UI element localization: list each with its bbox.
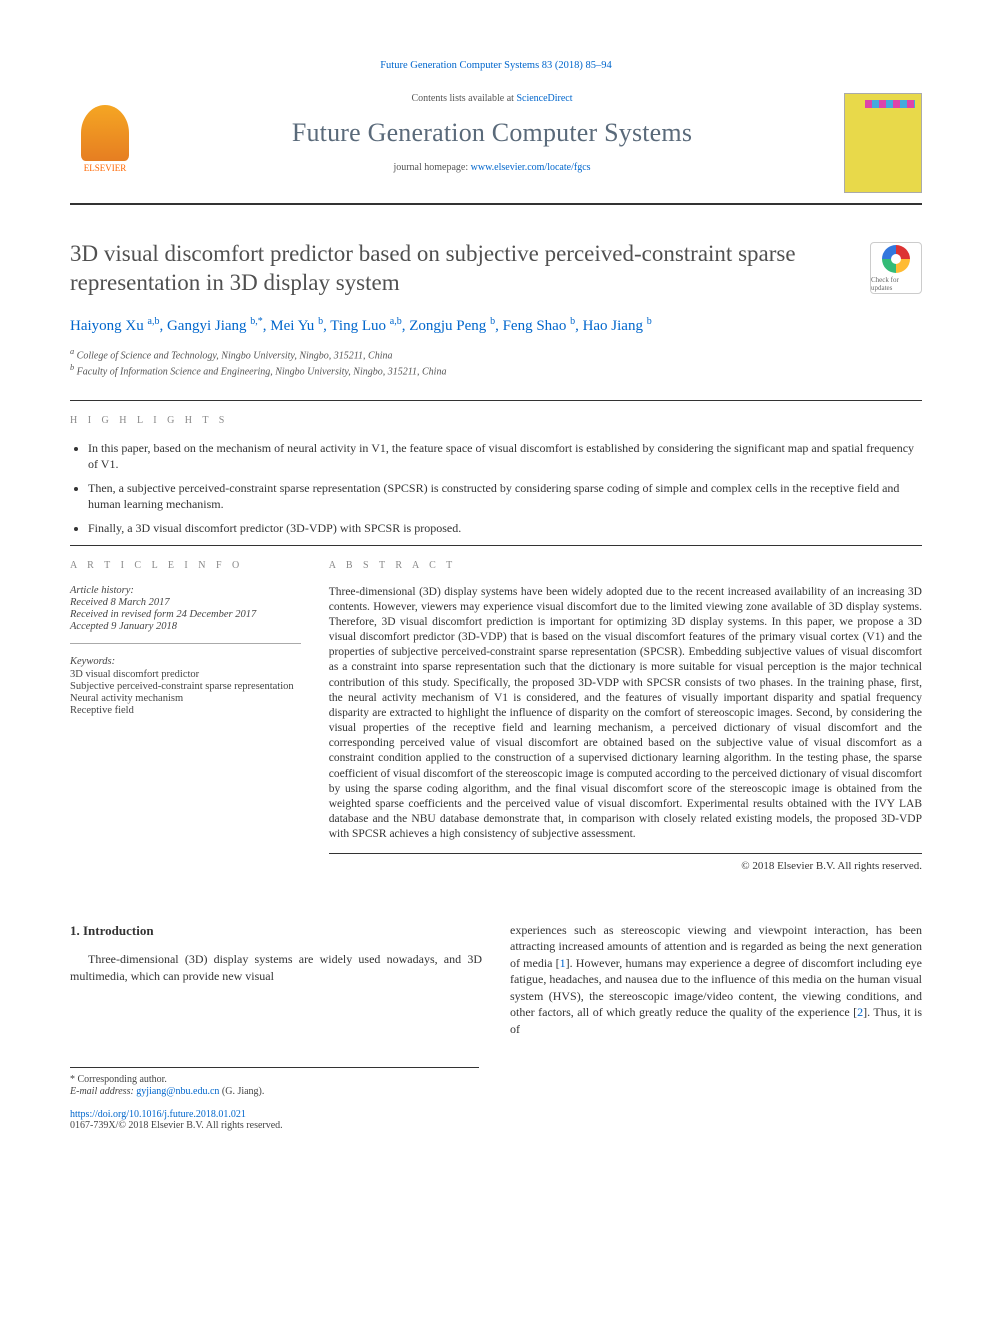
- journal-name: Future Generation Computer Systems: [152, 118, 832, 148]
- cite-2[interactable]: 2: [857, 1005, 863, 1019]
- history-line: Accepted 9 January 2018: [70, 621, 301, 632]
- elsevier-label: ELSEVIER: [84, 163, 127, 173]
- keywords-block: Keywords: 3D visual discomfort predictor…: [70, 656, 301, 716]
- section-1-heading: 1. Introduction: [70, 922, 482, 940]
- homepage-prefix: journal homepage:: [393, 162, 470, 173]
- abstract-label: a b s t r a c t: [329, 560, 922, 571]
- crossmark-label: Check for updates: [871, 276, 921, 292]
- affiliation: b Faculty of Information Science and Eng…: [70, 363, 922, 377]
- highlights-list: In this paper, based on the mechanism of…: [70, 440, 922, 537]
- footnotes: * Corresponding author. E-mail address: …: [70, 1067, 479, 1097]
- crossmark-icon: [882, 245, 910, 273]
- highlight-item: Finally, a 3D visual discomfort predicto…: [88, 520, 922, 536]
- abstract-text: Three-dimensional (3D) display systems h…: [329, 585, 922, 854]
- history-line: Received in revised form 24 December 201…: [70, 609, 301, 620]
- contents-prefix: Contents lists available at: [411, 93, 516, 104]
- affiliation: a College of Science and Technology, Nin…: [70, 347, 922, 361]
- journal-header: ELSEVIER Contents lists available at Sci…: [70, 93, 922, 205]
- email-label: E-mail address:: [70, 1086, 136, 1097]
- authors-list: Haiyong Xu a,b, Gangyi Jiang b,*, Mei Yu…: [70, 314, 922, 338]
- intro-para-left: Three-dimensional (3D) display systems a…: [70, 951, 482, 984]
- cite-1[interactable]: 1: [560, 956, 566, 970]
- crossmark-badge[interactable]: Check for updates: [870, 242, 922, 294]
- homepage-line: journal homepage: www.elsevier.com/locat…: [152, 162, 832, 173]
- history-line: Received 8 March 2017: [70, 597, 301, 608]
- doi-link[interactable]: https://doi.org/10.1016/j.future.2018.01…: [70, 1109, 246, 1120]
- keyword-item: 3D visual discomfort predictor: [70, 669, 301, 680]
- highlight-item: Then, a subjective perceived-constraint …: [88, 480, 922, 512]
- keyword-item: Receptive field: [70, 705, 301, 716]
- email-suffix: (G. Jiang).: [219, 1086, 264, 1097]
- email-link[interactable]: gyjiang@nbu.edu.cn: [136, 1086, 219, 1097]
- keyword-item: Neural activity mechanism: [70, 693, 301, 704]
- elsevier-tree-icon: [81, 105, 129, 161]
- corresponding-author: * Corresponding author.: [70, 1074, 479, 1085]
- keyword-item: Subjective perceived-constraint sparse r…: [70, 681, 301, 692]
- elsevier-logo: ELSEVIER: [70, 93, 140, 173]
- email-line: E-mail address: gyjiang@nbu.edu.cn (G. J…: [70, 1086, 479, 1097]
- copyright-line: © 2018 Elsevier B.V. All rights reserved…: [329, 860, 922, 872]
- highlight-item: In this paper, based on the mechanism of…: [88, 440, 922, 472]
- keywords-label: Keywords:: [70, 656, 301, 667]
- journal-cover-thumb: [844, 93, 922, 193]
- issn-copyright: 0167-739X/© 2018 Elsevier B.V. All right…: [70, 1120, 283, 1131]
- citation-header: Future Generation Computer Systems 83 (2…: [70, 60, 922, 71]
- intro-para-right: experiences such as stereoscopic viewing…: [510, 922, 922, 1038]
- contents-line: Contents lists available at ScienceDirec…: [152, 93, 832, 104]
- article-history: Article history: Received 8 March 2017Re…: [70, 585, 301, 644]
- doi-block: https://doi.org/10.1016/j.future.2018.01…: [70, 1109, 922, 1131]
- sciencedirect-link[interactable]: ScienceDirect: [516, 93, 572, 104]
- highlights-label: h i g h l i g h t s: [70, 415, 922, 426]
- history-label: Article history:: [70, 585, 134, 596]
- article-info-label: a r t i c l e i n f o: [70, 560, 301, 571]
- article-title: 3D visual discomfort predictor based on …: [70, 240, 922, 298]
- homepage-link[interactable]: www.elsevier.com/locate/fgcs: [471, 162, 591, 173]
